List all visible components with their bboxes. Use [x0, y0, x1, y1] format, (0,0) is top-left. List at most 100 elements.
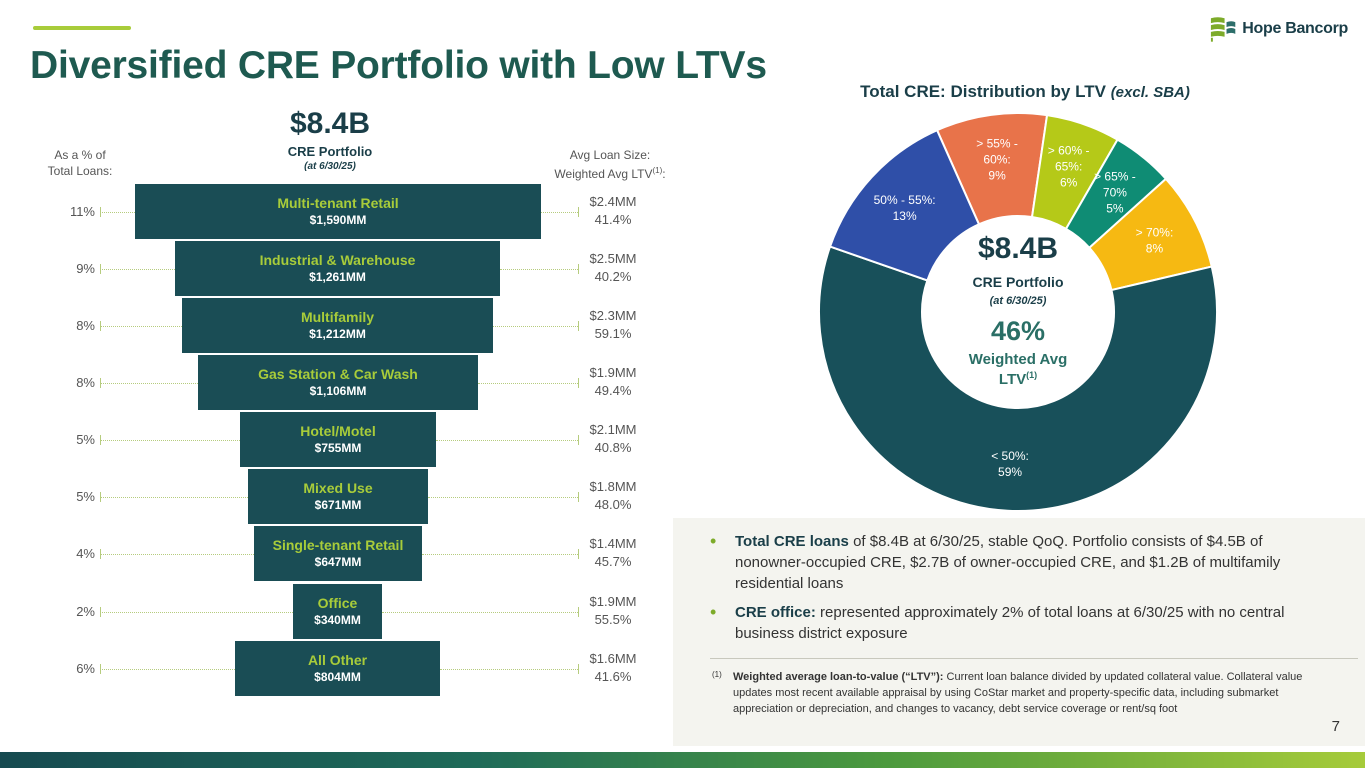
footnote-mark: (1): [712, 670, 722, 679]
bullet-total-cre: • Total CRE loans of $8.4B at 6/30/25, s…: [710, 531, 1310, 594]
leader-line-right: [440, 669, 578, 670]
segment-weighted-ltv: 45.7%: [594, 554, 632, 569]
leader-tick-right: [578, 378, 579, 388]
donut-center-date: (at 6/30/25): [990, 295, 1047, 307]
segment-bar: Industrial & Warehouse $1,261MM: [175, 241, 500, 296]
segment-name: Multi-tenant Retail: [277, 195, 399, 211]
donut-center-line2: LTV(1): [999, 370, 1037, 388]
segment-bar: Hotel/Motel $755MM: [240, 412, 436, 467]
segment-weighted-ltv: 40.2%: [594, 269, 632, 284]
segment-bar: Multi-tenant Retail $1,590MM: [135, 184, 541, 239]
donut-center-line1: Weighted Avg: [969, 351, 1068, 368]
bullet-cre-office: • CRE office: represented approximately …: [710, 602, 1310, 644]
donut-slice: [818, 245, 1218, 512]
portfolio-total: $8.4B: [289, 107, 371, 140]
segment-weighted-ltv: 59.1%: [594, 326, 632, 341]
segment-bar: Single-tenant Retail $647MM: [254, 526, 422, 581]
donut-center-label: CRE Portfolio: [973, 274, 1064, 290]
segment-pct-of-loans: 9%: [76, 261, 95, 276]
segment-amount: $340MM: [314, 613, 361, 627]
donut-slice-label: > 70%: 8%: [1136, 226, 1174, 256]
leader-line-left: [100, 612, 293, 613]
segment-amount: $647MM: [314, 555, 362, 569]
segment-bar: Office $340MM: [293, 584, 382, 639]
segment-amount: $804MM: [314, 670, 361, 684]
segment-avg-loan-size: $2.4MM: [589, 194, 637, 209]
donut-slice-label: > 55% -60%: 9%: [976, 136, 1018, 182]
segment-name: Mixed Use: [303, 480, 373, 496]
segment-weighted-ltv: 55.5%: [594, 612, 632, 627]
segment-pct-of-loans: 4%: [76, 546, 95, 561]
leader-tick-right: [578, 435, 579, 445]
leader-line-right: [428, 497, 578, 498]
segment-avg-size-ltv: $1.9MM 49.4%: [578, 364, 648, 400]
leader-line-right: [478, 383, 578, 384]
donut-labels: > 55% -60%: 9% > 60% -65%: 6% > 65% -70% 5%> …: [874, 136, 1174, 478]
segment-pct-of-loans: 8%: [76, 375, 95, 390]
bullet-1-bold: Total CRE loans: [735, 533, 849, 550]
bullet-2-text: represented approximately 2% of total lo…: [735, 604, 1285, 642]
leader-line-right: [382, 612, 578, 613]
bullet-2-bold: CRE office:: [735, 604, 816, 621]
bottom-gradient-band: [0, 752, 1365, 768]
pct-header-line1: As a % of: [54, 148, 106, 162]
bullet-dot-icon: •: [710, 602, 717, 622]
leader-line-left: [100, 269, 175, 270]
footnote-bold: Weighted average loan-to-value (“LTV”):: [733, 671, 944, 683]
leader-tick-left: [100, 435, 101, 445]
leader-line-right: [422, 554, 578, 555]
leader-line-left: [100, 383, 198, 384]
leader-line-left: [100, 440, 240, 441]
leader-line-left: [100, 669, 235, 670]
segment-amount: $755MM: [314, 441, 362, 455]
segment-avg-size-ltv: $1.6MM 41.6%: [578, 650, 648, 686]
pct-header-line2: Total Loans:: [47, 164, 113, 178]
segment-avg-loan-size: $1.4MM: [589, 536, 637, 551]
leader-tick-left: [100, 607, 101, 617]
commentary-bullets: • Total CRE loans of $8.4B at 6/30/25, s…: [710, 531, 1310, 652]
segment-avg-size-ltv: $2.1MM 40.8%: [578, 421, 648, 457]
segment-pct-of-loans: 6%: [76, 661, 95, 676]
leader-tick-right: [578, 492, 579, 502]
ltv-column-header: Avg Loan Size: Weighted Avg LTV(1):: [540, 147, 680, 182]
leader-line-left: [100, 497, 248, 498]
leader-tick-left: [100, 264, 101, 274]
leader-line-right: [436, 440, 578, 441]
segment-avg-size-ltv: $2.3MM 59.1%: [578, 307, 648, 343]
leader-tick-left: [100, 207, 101, 217]
segment-amount: $1,212MM: [309, 327, 366, 341]
segment-name: Hotel/Motel: [300, 423, 376, 439]
segment-pct-of-loans: 2%: [76, 604, 95, 619]
segment-name: Industrial & Warehouse: [259, 252, 416, 268]
segment-avg-loan-size: $2.1MM: [589, 422, 637, 437]
leader-line-right: [500, 269, 578, 270]
segment-name: Office: [317, 595, 358, 611]
donut-slice-label: < 50%: 59%: [991, 449, 1029, 479]
donut-slice-label: > 65% -70% 5%: [1094, 169, 1136, 215]
bullet-dot-icon: •: [710, 531, 717, 551]
donut-title: Total CRE: Distribution by LTV (excl. SB…: [860, 82, 1190, 101]
segment-weighted-ltv: 41.6%: [594, 669, 632, 684]
page-number: 7: [1331, 718, 1340, 735]
segment-name: Multifamily: [300, 309, 375, 325]
donut-slice-label: > 60% -65%: 6%: [1048, 144, 1090, 190]
segment-name: Gas Station & Car Wash: [258, 366, 418, 382]
segment-bar: Gas Station & Car Wash $1,106MM: [198, 355, 478, 410]
segment-avg-loan-size: $1.9MM: [589, 365, 637, 380]
leader-tick-left: [100, 549, 101, 559]
portfolio-label: CRE Portfolio: [287, 144, 373, 159]
segment-avg-loan-size: $1.9MM: [589, 594, 637, 609]
segment-avg-loan-size: $1.8MM: [589, 479, 637, 494]
leader-line-right: [493, 326, 578, 327]
segment-avg-size-ltv: $1.9MM 55.5%: [578, 593, 648, 629]
portfolio-date: (at 6/30/25): [304, 161, 356, 172]
segment-weighted-ltv: 48.0%: [594, 497, 632, 512]
title-accent-bar: [33, 26, 131, 30]
segment-weighted-ltv: 40.8%: [594, 440, 632, 455]
leader-tick-left: [100, 664, 101, 674]
leader-line-right: [541, 212, 578, 213]
hope-bancorp-logo: Hope Bancorp: [1208, 12, 1348, 46]
leader-tick-left: [100, 321, 101, 331]
segment-avg-size-ltv: $1.8MM 48.0%: [578, 478, 648, 514]
donut-center-pct: 46%: [991, 316, 1045, 346]
